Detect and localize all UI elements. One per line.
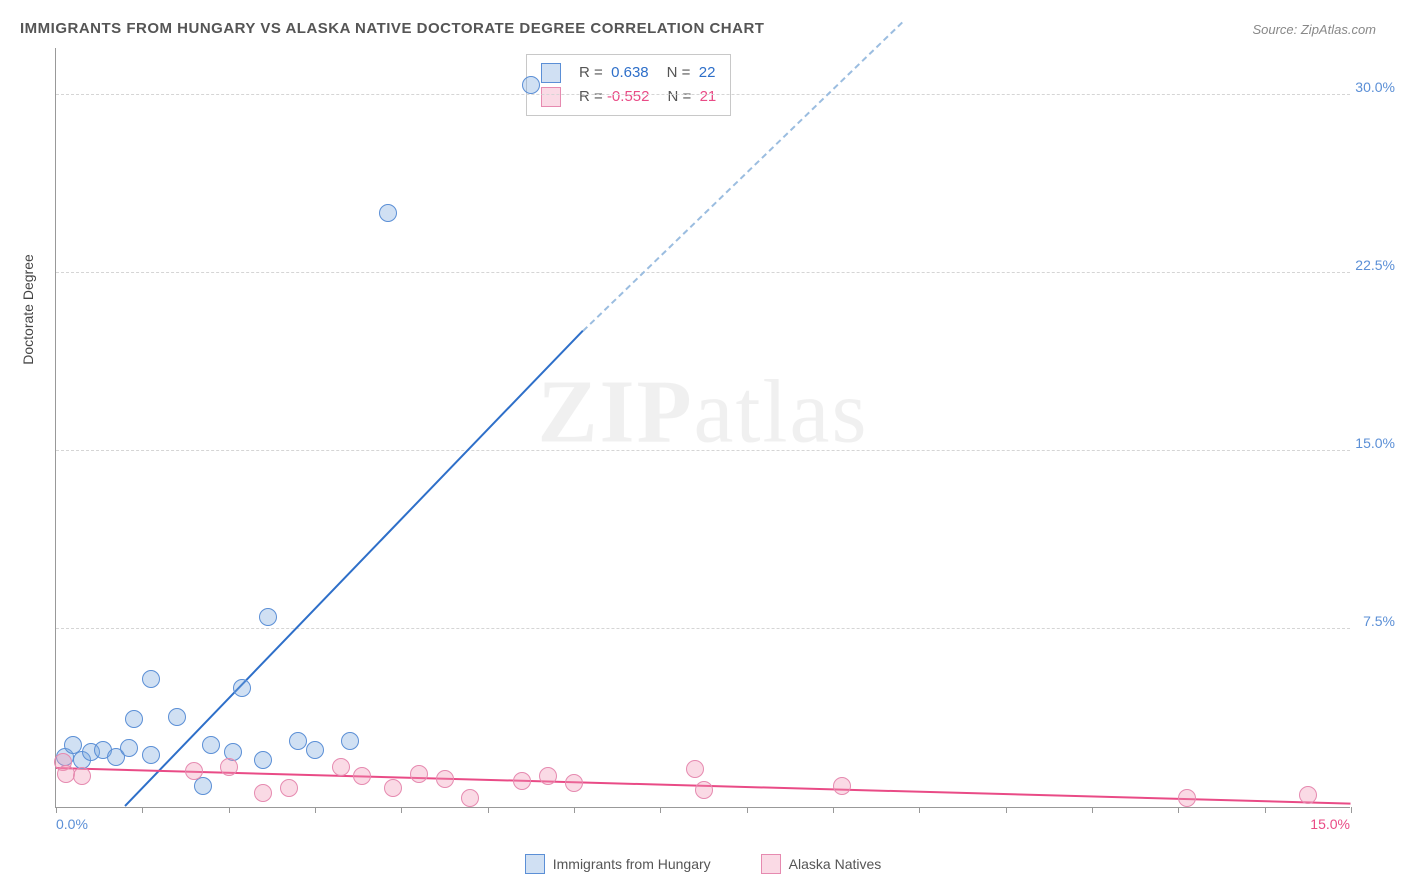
data-point-alaska <box>1299 786 1317 804</box>
stats-box: R = 0.638 N = 22 R = -0.552 N = 21 <box>526 54 731 116</box>
legend-label-hungary: Immigrants from Hungary <box>553 856 711 872</box>
data-point-hungary <box>142 746 160 764</box>
x-tick <box>142 807 143 813</box>
y-axis-label: Doctorate Degree <box>20 254 36 365</box>
data-point-alaska <box>686 760 704 778</box>
x-tick <box>1178 807 1179 813</box>
x-tick-max: 15.0% <box>1310 816 1350 832</box>
legend-swatch-hungary <box>525 854 545 874</box>
r-label: R = <box>579 64 603 81</box>
data-point-hungary <box>168 708 186 726</box>
data-point-alaska <box>695 781 713 799</box>
data-point-hungary <box>254 751 272 769</box>
y-tick-label: 7.5% <box>1363 613 1395 629</box>
swatch-hungary <box>541 63 561 83</box>
watermark-light: atlas <box>694 363 869 462</box>
data-point-alaska <box>254 784 272 802</box>
x-tick <box>315 807 316 813</box>
stats-row-hungary: R = 0.638 N = 22 <box>541 61 716 85</box>
n-label: N = <box>667 88 691 105</box>
stats-row-alaska: R = -0.552 N = 21 <box>541 85 716 109</box>
data-point-alaska <box>185 762 203 780</box>
legend-label-alaska: Alaska Natives <box>789 856 882 872</box>
n-value-alaska: 21 <box>700 88 717 105</box>
data-point-alaska <box>513 772 531 790</box>
x-tick <box>1006 807 1007 813</box>
x-tick <box>1092 807 1093 813</box>
data-point-hungary <box>142 670 160 688</box>
x-tick <box>488 807 489 813</box>
legend-swatch-alaska <box>761 854 781 874</box>
data-point-hungary <box>522 76 540 94</box>
legend: Immigrants from Hungary Alaska Natives <box>0 854 1406 874</box>
x-tick <box>1265 807 1266 813</box>
y-tick-label: 22.5% <box>1355 257 1395 273</box>
x-tick <box>574 807 575 813</box>
data-point-alaska <box>280 779 298 797</box>
legend-item-hungary: Immigrants from Hungary <box>525 854 711 874</box>
x-tick <box>401 807 402 813</box>
data-point-alaska <box>436 770 454 788</box>
gridline <box>56 450 1350 451</box>
data-point-hungary <box>233 679 251 697</box>
data-point-alaska <box>539 767 557 785</box>
data-point-hungary <box>306 741 324 759</box>
watermark: ZIPatlas <box>538 361 869 464</box>
data-point-hungary <box>341 732 359 750</box>
x-tick <box>229 807 230 813</box>
data-point-alaska <box>384 779 402 797</box>
source-label: Source: ZipAtlas.com <box>1252 22 1376 37</box>
data-point-alaska <box>73 767 91 785</box>
x-tick-min: 0.0% <box>56 816 88 832</box>
swatch-alaska <box>541 87 561 107</box>
chart-title: IMMIGRANTS FROM HUNGARY VS ALASKA NATIVE… <box>20 20 764 37</box>
data-point-hungary <box>202 736 220 754</box>
r-label: R = <box>579 88 603 105</box>
x-tick <box>919 807 920 813</box>
x-tick <box>660 807 661 813</box>
data-point-hungary <box>379 204 397 222</box>
data-point-alaska <box>353 767 371 785</box>
x-tick <box>833 807 834 813</box>
n-value-hungary: 22 <box>699 64 716 81</box>
n-label: N = <box>667 64 691 81</box>
legend-item-alaska: Alaska Natives <box>761 854 882 874</box>
data-point-hungary <box>125 710 143 728</box>
gridline <box>56 272 1350 273</box>
gridline <box>56 628 1350 629</box>
plot-area: ZIPatlas R = 0.638 N = 22 R = -0.552 N =… <box>55 48 1350 808</box>
data-point-alaska <box>332 758 350 776</box>
gridline <box>56 94 1350 95</box>
x-tick <box>1351 807 1352 813</box>
data-point-hungary <box>259 608 277 626</box>
watermark-bold: ZIP <box>538 363 694 462</box>
data-point-alaska <box>410 765 428 783</box>
data-point-alaska <box>220 758 238 776</box>
data-point-alaska <box>565 774 583 792</box>
data-point-hungary <box>120 739 138 757</box>
x-tick <box>56 807 57 813</box>
data-point-alaska <box>833 777 851 795</box>
r-value-hungary: 0.638 <box>611 64 649 81</box>
y-tick-label: 15.0% <box>1355 435 1395 451</box>
x-tick <box>747 807 748 813</box>
data-point-alaska <box>461 789 479 807</box>
r-value-alaska: -0.552 <box>607 88 650 105</box>
data-point-alaska <box>1178 789 1196 807</box>
data-point-hungary <box>289 732 307 750</box>
y-tick-label: 30.0% <box>1355 79 1395 95</box>
